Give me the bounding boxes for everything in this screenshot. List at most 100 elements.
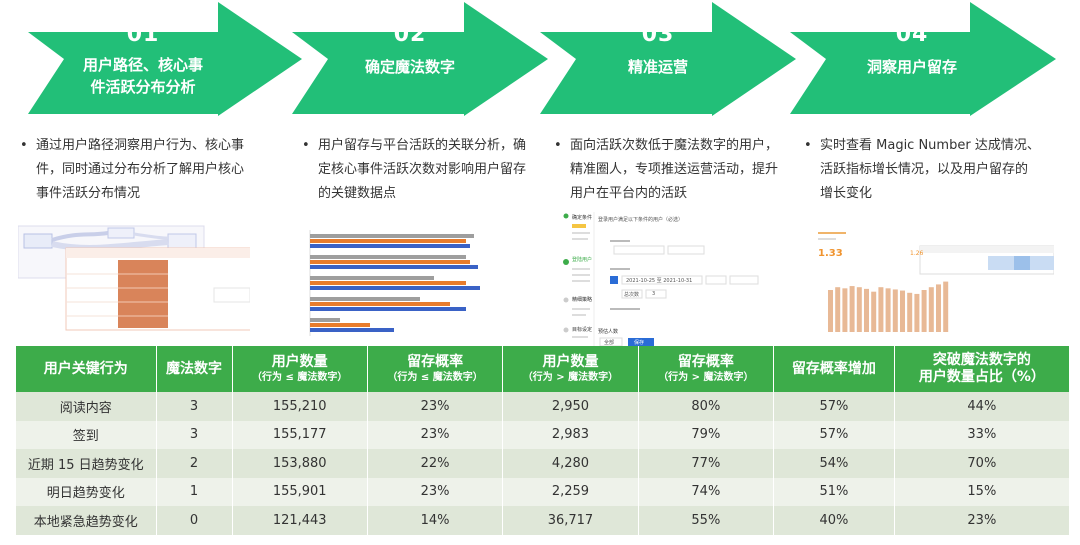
targeting-form-thumbnail: 登录用户满足以下条件的用户（必选） 确定条件 登陆用户 精细策略 目标设定 20… — [562, 212, 790, 346]
bar-gray — [310, 318, 340, 322]
metric-value-2: 1.26 — [910, 250, 924, 257]
retention-bar-chart-thumbnail — [298, 228, 520, 340]
step-title: 精准运营 — [627, 58, 688, 76]
table-header-row: 用户关键行为 魔法数字 用户数量 （行为 ≤ 魔法数字） 留存概率 （行为 ≤ 魔法… — [16, 346, 1071, 392]
step-description-4: • 实时查看 Magic Number 达成情况、 活跃指标增长情况，以及用户留… — [804, 134, 1070, 206]
value-cell: 57% — [773, 420, 895, 449]
step-arrow-2 — [292, 0, 550, 118]
step-arrow-3 — [540, 0, 798, 118]
step-arrow-1 — [28, 0, 304, 118]
bar-blue — [310, 328, 394, 332]
side-item-2: 登陆用户 — [572, 257, 593, 263]
header-cell: 留存概率增加 — [773, 346, 895, 392]
header-cell: 突破魔法数字的 用户数量占比（%） — [894, 346, 1071, 392]
side-item-3: 精细策略 — [572, 297, 593, 303]
value-cell: 0 — [156, 506, 233, 535]
bar-gray — [310, 255, 466, 259]
bullet-dot: • — [20, 138, 28, 153]
header-cell: 魔法数字 — [156, 346, 233, 392]
form-header: 登录用户满足以下条件的用户（必选） — [598, 217, 684, 223]
header-cell: 留存概率 （行为 ≤ 魔法数字） — [367, 346, 504, 392]
value-cell: 23% — [894, 506, 1071, 535]
retention-bar — [849, 286, 855, 332]
bar-orange — [310, 239, 466, 243]
bar-orange — [310, 260, 470, 264]
value-cell: 1 — [156, 477, 233, 506]
step-arrow-4 — [790, 0, 1058, 118]
bar-gray — [310, 234, 474, 238]
value-cell: 121,443 — [232, 506, 368, 535]
value-cell: 74% — [638, 477, 775, 506]
behavior-cell: 本地紧急趋势变化 — [16, 506, 157, 535]
bar-blue — [310, 307, 466, 311]
retention-bar — [928, 287, 934, 332]
value-cell: 23% — [367, 477, 504, 506]
retention-bar — [907, 292, 913, 332]
retention-bar — [878, 287, 884, 332]
value-cell: 4,280 — [502, 449, 639, 478]
behavior-cell: 明日趋势变化 — [16, 477, 157, 506]
value-cell: 3 — [156, 420, 233, 449]
header-cell: 用户关键行为 — [16, 346, 157, 392]
value-cell: 33% — [894, 420, 1071, 449]
value-cell: 40% — [773, 506, 895, 535]
magic-number-table: 用户关键行为 魔法数字 用户数量 （行为 ≤ 魔法数字） 留存概率 （行为 ≤ 魔法… — [16, 346, 1071, 535]
retention-bar — [885, 288, 891, 332]
value-cell: 14% — [367, 506, 504, 535]
metric-value-1: 1.33 — [818, 248, 843, 259]
user-path-thumbnail — [18, 222, 250, 332]
value-cell: 2,259 — [502, 477, 639, 506]
step-title: 确定魔法数字 — [364, 58, 455, 76]
table-row: 签到 3 155,177 23% 2,983 79% 57% 33% — [16, 420, 1071, 449]
retention-bar — [936, 284, 941, 332]
header-cell: 用户数量 （行为 ≤ 魔法数字） — [232, 346, 368, 392]
value-cell: 153,880 — [232, 449, 368, 478]
behavior-cell: 签到 — [16, 420, 157, 449]
value-cell: 36,717 — [502, 506, 639, 535]
value-cell: 22% — [367, 449, 504, 478]
save-button: 保存 — [634, 340, 645, 346]
table-row: 明日趋势变化 1 155,901 23% 2,259 74% 51% 15% — [16, 477, 1071, 506]
retention-bar — [842, 288, 848, 332]
step-title: 洞察用户留存 — [866, 58, 957, 76]
value-cell: 15% — [894, 477, 1071, 506]
value-cell: 3 — [156, 392, 233, 421]
bar-blue — [310, 265, 478, 269]
value-cell: 51% — [773, 477, 895, 506]
side-item-1: 确定条件 — [572, 215, 593, 221]
table-row: 阅读内容 3 155,210 23% 2,950 80% 57% 44% — [16, 392, 1071, 421]
bar-gray — [310, 297, 420, 301]
bar-orange — [310, 323, 370, 327]
value-cell: 77% — [638, 449, 775, 478]
retention-bar — [943, 281, 949, 332]
bar-blue — [310, 286, 480, 290]
value-cell: 23% — [367, 420, 504, 449]
steps-banner: 01 用户路径、核心事 件活跃分布分析 02 确定魔法数字 03 精准运营 04… — [0, 0, 1080, 118]
bullet-dot: • — [554, 138, 562, 153]
retention-bar — [856, 287, 862, 332]
bar-blue — [310, 244, 470, 248]
value-cell: 80% — [638, 392, 775, 421]
value-cell: 55% — [638, 506, 775, 535]
bar-orange — [310, 281, 466, 285]
retention-bar — [871, 291, 877, 332]
value-cell: 2,950 — [502, 392, 639, 421]
header-cell: 留存概率 （行为 > 魔法数字） — [638, 346, 775, 392]
date-range: 2021-10-25 至 2021-10-31 — [626, 278, 693, 284]
step-number: 04 — [895, 22, 929, 47]
retention-bar — [864, 288, 869, 332]
bullet-dot: • — [302, 138, 310, 153]
retention-bar — [900, 290, 905, 332]
value-cell: 57% — [773, 392, 895, 421]
step-number: 02 — [393, 22, 427, 47]
retention-dashboard-thumbnail: 1.33 1.26 — [818, 228, 1054, 336]
retention-bar — [921, 290, 927, 332]
value-cell: 79% — [638, 420, 775, 449]
retention-bar — [892, 289, 898, 332]
step-description-3: • 面向活跃次数低于魔法数字的用户， 精准圈人，专项推送运营活动，提升 用户在平… — [554, 134, 810, 206]
value-cell: 155,177 — [232, 420, 368, 449]
header-cell: 用户数量 （行为 > 魔法数字） — [502, 346, 639, 392]
step-number: 01 — [126, 22, 160, 47]
all-button: 全部 — [604, 340, 615, 346]
behavior-cell: 近期 15 日趋势变化 — [16, 449, 157, 478]
